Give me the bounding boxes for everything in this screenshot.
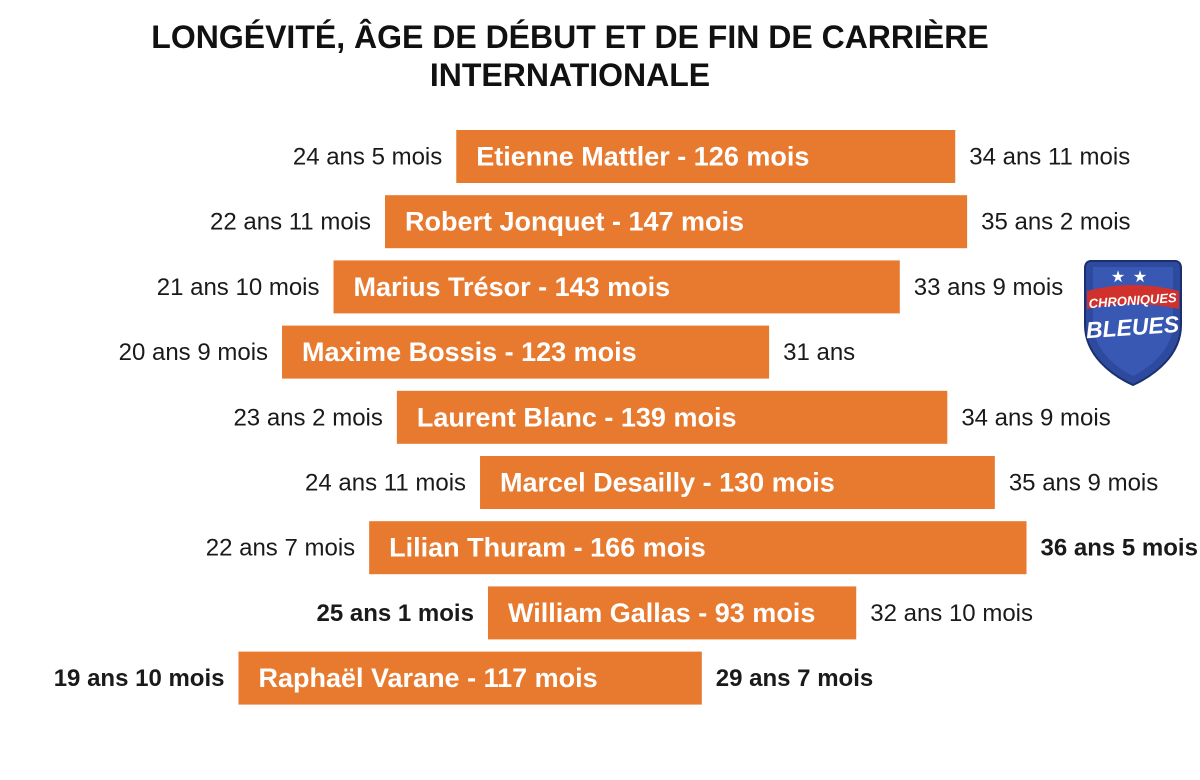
- chart-title: LONGÉVITÉ, ÂGE DE DÉBUT ET DE FIN DE CAR…: [0, 18, 1140, 94]
- logo-text-line-1: CHRONIQUES: [1088, 290, 1177, 311]
- bar-label: Maxime Bossis - 123 mois: [302, 337, 637, 367]
- career-bar: [456, 130, 956, 183]
- debut-age-label: 19 ans 10 mois: [54, 665, 225, 692]
- star-icon: ★: [1133, 269, 1147, 286]
- debut-age-label: 20 ans 9 mois: [119, 339, 268, 366]
- end-age-label: 34 ans 9 mois: [961, 404, 1110, 431]
- debut-age-label: 21 ans 10 mois: [157, 274, 320, 301]
- debut-age-label: 22 ans 11 mois: [210, 209, 371, 236]
- bar-label: Robert Jonquet - 147 mois: [405, 207, 744, 237]
- debut-age-label: 25 ans 1 mois: [317, 600, 474, 627]
- end-age-label: 35 ans 9 mois: [1009, 470, 1158, 497]
- debut-age-label: 22 ans 7 mois: [206, 535, 355, 562]
- bar-label: William Gallas - 93 mois: [508, 598, 815, 628]
- bar-label: Lilian Thuram - 166 mois: [389, 533, 706, 563]
- end-age-label: 36 ans 5 mois: [1041, 535, 1198, 562]
- logo-red-band: [1087, 285, 1179, 309]
- chroniques-bleues-logo: ★ ★ CHRONIQUES BLEUES: [1084, 260, 1182, 387]
- end-age-label: 35 ans 2 mois: [981, 209, 1130, 236]
- debut-age-label: 24 ans 11 mois: [305, 470, 466, 497]
- career-bar: [480, 456, 995, 509]
- career-bar: [487, 586, 857, 640]
- career-bar: [369, 521, 1027, 575]
- bar-label: Laurent Blanc - 139 mois: [417, 402, 737, 432]
- debut-age-label: 23 ans 2 mois: [233, 404, 382, 431]
- end-age-label: 33 ans 9 mois: [914, 274, 1063, 301]
- star-icon: ★: [1111, 269, 1125, 286]
- end-age-label: 29 ans 7 mois: [716, 665, 873, 692]
- career-bar: [238, 651, 702, 705]
- career-bar: [396, 390, 948, 444]
- debut-age-label: 24 ans 5 mois: [293, 144, 442, 171]
- chart-title-line-1: LONGÉVITÉ, ÂGE DE DÉBUT ET DE FIN DE CAR…: [151, 19, 989, 55]
- career-bar: [385, 195, 968, 249]
- career-bar: [333, 260, 900, 314]
- end-age-label: 31 ans: [783, 339, 855, 366]
- bar-label: Marcel Desailly - 130 mois: [500, 468, 835, 498]
- end-age-label: 34 ans 11 mois: [969, 144, 1130, 171]
- career-bar: [282, 325, 770, 379]
- bar-label: Raphaël Varane - 117 mois: [258, 663, 597, 693]
- chart-title-line-2: INTERNATIONALE: [429, 57, 711, 93]
- bar-label: Marius Trésor - 143 mois: [354, 272, 671, 302]
- end-age-label: 32 ans 10 mois: [870, 600, 1033, 627]
- bar-label: Etienne Mattler - 126 mois: [476, 142, 809, 172]
